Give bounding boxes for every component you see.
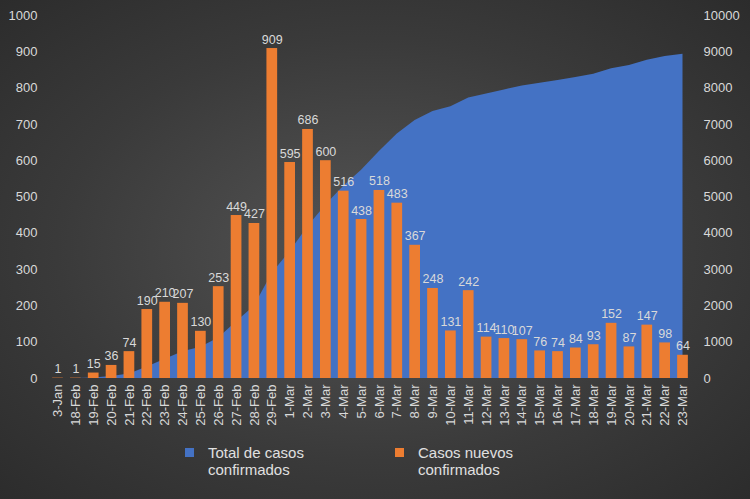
- svg-text:93: 93: [587, 329, 601, 343]
- svg-text:518: 518: [369, 174, 390, 189]
- svg-text:10-Mar: 10-Mar: [443, 384, 458, 426]
- html-text:Casos nuevos confirmados: Casos nuevos confirmados: [418, 444, 514, 478]
- svg-text:10000: 10000: [704, 8, 740, 23]
- svg-text:595: 595: [280, 147, 301, 161]
- svg-text:20-Feb: 20-Feb: [104, 385, 119, 426]
- svg-text:8000: 8000: [704, 80, 733, 95]
- svg-text:15-Mar: 15-Mar: [532, 384, 547, 426]
- svg-text:3-Mar: 3-Mar: [318, 384, 333, 419]
- svg-text:18-Feb: 18-Feb: [68, 385, 83, 426]
- svg-text:23-Feb: 23-Feb: [157, 385, 172, 426]
- svg-text:64: 64: [676, 339, 690, 353]
- svg-text:19-Mar: 19-Mar: [604, 384, 619, 426]
- svg-text:87: 87: [622, 331, 636, 345]
- svg-text:483: 483: [387, 187, 408, 201]
- svg-text:7-Mar: 7-Mar: [389, 384, 404, 419]
- svg-text:28-Feb: 28-Feb: [247, 385, 262, 426]
- svg-text:36: 36: [105, 349, 119, 363]
- svg-text:110: 110: [494, 322, 515, 337]
- svg-text:800: 800: [16, 80, 38, 95]
- svg-text:76: 76: [533, 335, 547, 349]
- svg-text:190: 190: [136, 293, 158, 308]
- svg-text:14-Mar: 14-Mar: [514, 384, 529, 426]
- svg-text:23-Mar: 23-Mar: [675, 384, 690, 426]
- svg-text:427: 427: [244, 207, 265, 221]
- svg-text:1: 1: [72, 362, 79, 376]
- svg-text:200: 200: [16, 298, 38, 313]
- svg-text:207: 207: [173, 287, 194, 301]
- svg-text:516: 516: [333, 175, 354, 189]
- svg-text:600: 600: [315, 145, 336, 159]
- svg-text:9000: 9000: [704, 44, 733, 59]
- svg-text:700: 700: [16, 117, 38, 132]
- svg-text:24-Feb: 24-Feb: [175, 385, 190, 426]
- svg-text:438: 438: [351, 204, 372, 218]
- svg-text:248: 248: [423, 272, 444, 286]
- svg-text:3-Jan: 3-Jan: [50, 385, 65, 418]
- svg-text:909: 909: [262, 33, 283, 47]
- svg-text:147: 147: [637, 309, 658, 323]
- svg-text:11-Mar: 11-Mar: [461, 384, 476, 425]
- svg-text:27-Feb: 27-Feb: [229, 385, 244, 426]
- svg-text:74: 74: [122, 336, 136, 350]
- svg-text:18-Mar: 18-Mar: [586, 384, 601, 426]
- svg-text:26-Feb: 26-Feb: [211, 385, 226, 426]
- svg-text:1: 1: [55, 362, 62, 376]
- svg-text:1-Mar: 1-Mar: [282, 384, 297, 419]
- svg-text:300: 300: [16, 262, 38, 277]
- svg-text:152: 152: [601, 307, 622, 321]
- svg-text:131: 131: [440, 315, 461, 329]
- svg-text:15: 15: [87, 357, 101, 371]
- svg-text:2000: 2000: [704, 298, 733, 313]
- svg-text:16-Mar: 16-Mar: [550, 384, 565, 426]
- svg-text:6-Mar: 6-Mar: [372, 384, 387, 419]
- svg-text:20-Mar: 20-Mar: [622, 384, 637, 426]
- svg-text:12-Mar: 12-Mar: [479, 384, 494, 426]
- svg-text:29-Feb: 29-Feb: [264, 385, 279, 426]
- svg-text:400: 400: [16, 225, 38, 240]
- svg-text:22-Mar: 22-Mar: [657, 384, 672, 426]
- svg-text:107: 107: [512, 324, 533, 338]
- svg-text:22-Feb: 22-Feb: [139, 385, 154, 426]
- svg-text:21-Mar: 21-Mar: [639, 384, 654, 426]
- svg-text:600: 600: [16, 153, 38, 168]
- svg-text:0: 0: [704, 371, 711, 386]
- svg-text:100: 100: [16, 334, 38, 349]
- svg-text:7000: 7000: [704, 117, 733, 132]
- svg-text:686: 686: [298, 113, 319, 127]
- svg-text:17-Mar: 17-Mar: [568, 384, 583, 426]
- svg-text:98: 98: [658, 327, 672, 341]
- svg-text:21-Feb: 21-Feb: [122, 385, 137, 426]
- svg-text:5-Mar: 5-Mar: [354, 384, 369, 419]
- svg-text:500: 500: [16, 189, 38, 204]
- svg-text:74: 74: [551, 336, 565, 350]
- svg-text:253: 253: [208, 271, 229, 285]
- html-text:Total de casos confirmados: Total de casos confirmados: [208, 444, 304, 478]
- svg-text:84: 84: [569, 332, 583, 346]
- svg-text:1000: 1000: [9, 8, 38, 23]
- svg-text:242: 242: [458, 275, 479, 289]
- svg-text:3000: 3000: [704, 262, 733, 277]
- svg-text:114: 114: [476, 321, 497, 336]
- svg-text:210: 210: [154, 286, 176, 301]
- svg-text:2-Mar: 2-Mar: [300, 384, 315, 419]
- svg-text:13-Mar: 13-Mar: [497, 384, 512, 426]
- svg-text:6000: 6000: [704, 153, 733, 168]
- svg-text:449: 449: [226, 199, 247, 214]
- svg-text:25-Feb: 25-Feb: [193, 385, 208, 426]
- svg-text:367: 367: [405, 229, 426, 243]
- svg-text:19-Feb: 19-Feb: [86, 385, 101, 426]
- svg-text:900: 900: [16, 44, 38, 59]
- svg-text:8-Mar: 8-Mar: [407, 384, 422, 419]
- svg-text:9-Mar: 9-Mar: [425, 384, 440, 419]
- svg-text:0: 0: [30, 371, 37, 386]
- svg-text:4-Mar: 4-Mar: [336, 384, 351, 419]
- svg-text:130: 130: [190, 315, 211, 329]
- svg-text:5000: 5000: [704, 189, 733, 204]
- svg-text:1000: 1000: [704, 334, 733, 349]
- svg-text:4000: 4000: [704, 225, 733, 240]
